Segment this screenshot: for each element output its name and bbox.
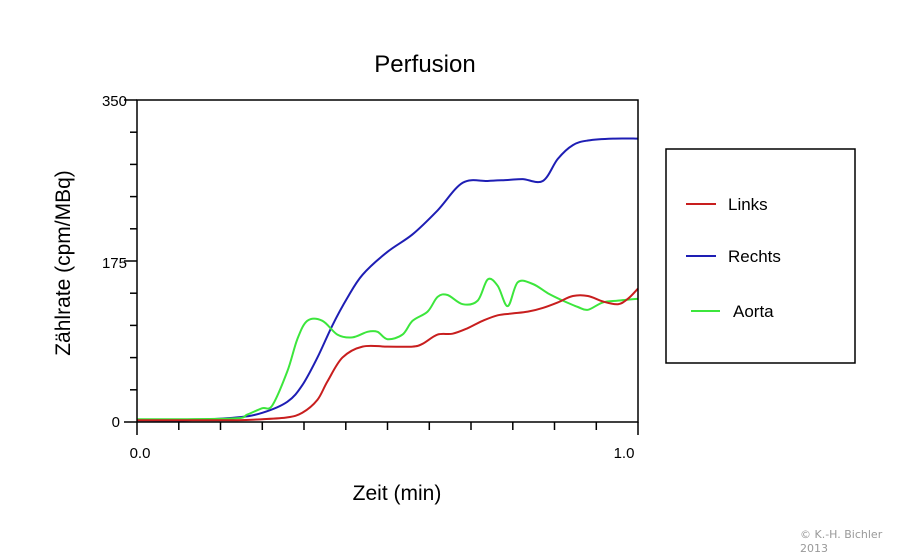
y-tick-label-175: 175 (102, 255, 127, 272)
y-tick-label-350: 350 (102, 93, 127, 110)
credit-line-year: 2013 (800, 542, 828, 555)
series-line-rechts (136, 137, 639, 422)
x-tick-label-0: 0.0 (130, 445, 151, 462)
copyright-credit: © K.-H. Bichler 2013 (800, 528, 898, 556)
credit-line-author: © K.-H. Bichler (800, 528, 883, 541)
legend-label-rechts: Rechts (728, 247, 781, 266)
chart-title: Perfusion (374, 51, 475, 78)
legend-label-links: Links (728, 195, 768, 214)
series-line-links (137, 287, 639, 422)
y-tick-label-0: 0 (112, 414, 120, 431)
series-line-aorta (136, 277, 639, 421)
y-axis-label: Zählrate (cpm/MBq) (52, 170, 75, 356)
x-axis-label: Zeit (min) (353, 482, 442, 505)
legend: Links Rechts Aorta (665, 148, 856, 364)
x-tick-label-1: 1.0 (614, 445, 635, 462)
legend-label-aorta: Aorta (733, 302, 774, 321)
axis-ticks (124, 99, 639, 435)
plot-frame (136, 99, 639, 423)
plot-area (124, 99, 639, 435)
series-group (136, 137, 639, 422)
